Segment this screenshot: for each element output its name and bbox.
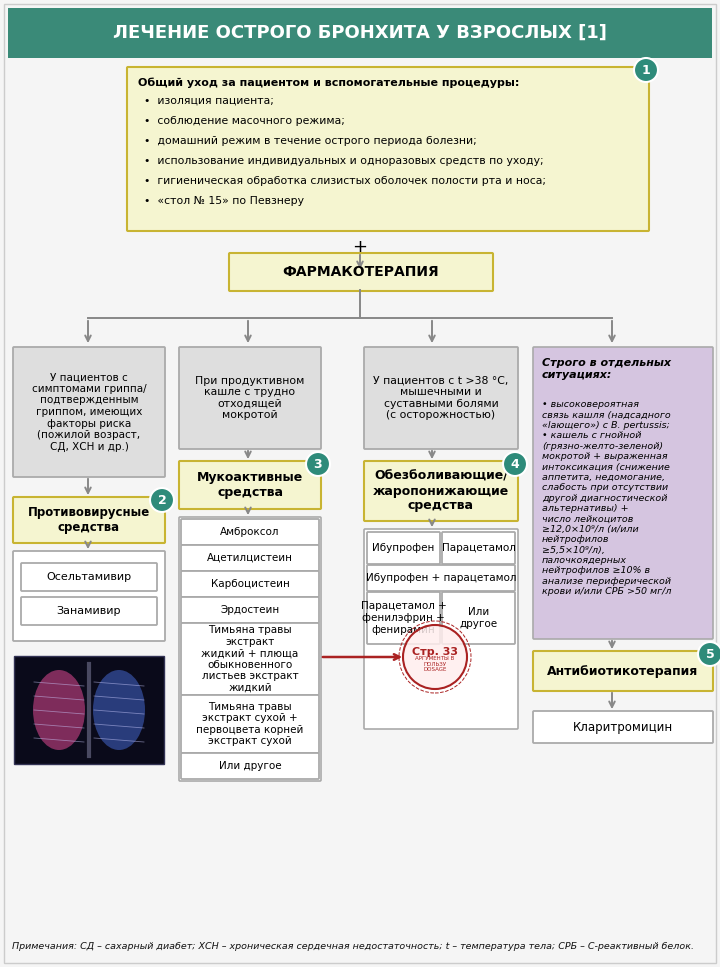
Text: ФАРМАКОТЕРАПИЯ: ФАРМАКОТЕРАПИЯ (283, 265, 439, 279)
FancyBboxPatch shape (127, 67, 649, 231)
Text: Противовирусные
средства: Противовирусные средства (28, 506, 150, 534)
FancyBboxPatch shape (181, 571, 319, 597)
Text: Занамивир: Занамивир (57, 606, 121, 616)
FancyBboxPatch shape (13, 497, 165, 543)
FancyBboxPatch shape (179, 347, 321, 449)
Text: Антибиотикотерапия: Антибиотикотерапия (547, 664, 698, 678)
Text: Примечания: СД – сахарный диабет; ХСН – хроническая сердечная недостаточность; t: Примечания: СД – сахарный диабет; ХСН – … (12, 942, 694, 951)
Text: АРГУМЕНТЫ В
ПОЛЬЗУ
DOSAGE: АРГУМЕНТЫ В ПОЛЬЗУ DOSAGE (415, 656, 454, 672)
FancyBboxPatch shape (229, 253, 493, 291)
FancyBboxPatch shape (367, 565, 515, 591)
Text: 2: 2 (158, 493, 166, 507)
FancyBboxPatch shape (364, 461, 518, 521)
Bar (14, 656, 164, 764)
FancyBboxPatch shape (367, 592, 440, 644)
FancyBboxPatch shape (181, 519, 319, 545)
FancyBboxPatch shape (533, 347, 713, 639)
Text: •  соблюдение масочного режима;: • соблюдение масочного режима; (144, 116, 345, 126)
FancyBboxPatch shape (364, 347, 518, 449)
FancyBboxPatch shape (181, 623, 319, 695)
Text: Эрдостеин: Эрдостеин (220, 605, 279, 615)
Text: 3: 3 (314, 457, 323, 471)
Text: • высоковероятная
связь кашля (надсадного
«lающего») с B. pertussis;
• кашель с : • высоковероятная связь кашля (надсадног… (542, 400, 672, 597)
Text: Парацетамол +
фенилэфрин +
фенирамин: Парацетамол + фенилэфрин + фенирамин (361, 601, 446, 634)
Ellipse shape (33, 670, 85, 750)
Circle shape (503, 452, 527, 476)
Text: •  «стол № 15» по Певзнеру: • «стол № 15» по Певзнеру (144, 196, 304, 206)
Text: Или
другое: Или другое (459, 607, 498, 629)
FancyBboxPatch shape (364, 529, 518, 729)
Text: •  использование индивидуальных и одноразовых средств по уходу;: • использование индивидуальных и однораз… (144, 156, 544, 166)
Ellipse shape (93, 670, 145, 750)
Text: ЛЕЧЕНИЕ ОСТРОГО БРОНХИТА У ВЗРОСЛЫХ [1]: ЛЕЧЕНИЕ ОСТРОГО БРОНХИТА У ВЗРОСЛЫХ [1] (113, 24, 607, 42)
Text: +: + (353, 238, 367, 256)
Text: Ибупрофен: Ибупрофен (372, 543, 435, 553)
FancyBboxPatch shape (181, 695, 319, 753)
Text: Стр. 33: Стр. 33 (412, 647, 458, 657)
Text: При продуктивном
кашле с трудно
отходящей
мокротой: При продуктивном кашле с трудно отходяще… (195, 375, 305, 421)
Circle shape (150, 488, 174, 512)
Text: Ибупрофен + парацетамол: Ибупрофен + парацетамол (366, 573, 516, 583)
Text: 5: 5 (706, 648, 714, 660)
Text: Осельтамивир: Осельтамивир (46, 572, 132, 582)
FancyBboxPatch shape (533, 651, 713, 691)
Circle shape (404, 626, 466, 688)
FancyBboxPatch shape (181, 545, 319, 571)
Text: У пациентов с
симптомами гриппа/
подтвержденным
гриппом, имеющих
факторы риска
(: У пациентов с симптомами гриппа/ подтвер… (32, 372, 146, 452)
Text: Общий уход за пациентом и вспомогательные процедуры:: Общий уход за пациентом и вспомогательны… (138, 78, 519, 89)
FancyBboxPatch shape (533, 711, 713, 743)
Text: Карбоцистеин: Карбоцистеин (210, 579, 289, 589)
Text: Тимьяна травы
экстракт сухой +
первоцвета корней
экстракт сухой: Тимьяна травы экстракт сухой + первоцвет… (197, 702, 304, 747)
FancyBboxPatch shape (21, 597, 157, 625)
Text: Ацетилцистеин: Ацетилцистеин (207, 553, 293, 563)
FancyBboxPatch shape (13, 551, 165, 641)
Text: У пациентов с t >38 °C,
мышечными и
суставными болями
(с осторожностью): У пациентов с t >38 °C, мышечными и суст… (373, 375, 509, 421)
FancyBboxPatch shape (179, 461, 321, 509)
FancyBboxPatch shape (442, 592, 515, 644)
FancyBboxPatch shape (181, 597, 319, 623)
Text: Амброксол: Амброксол (220, 527, 280, 537)
Text: 1: 1 (642, 64, 650, 76)
Text: 4: 4 (510, 457, 519, 471)
FancyBboxPatch shape (13, 347, 165, 477)
FancyBboxPatch shape (442, 532, 515, 564)
Text: •  изоляция пациента;: • изоляция пациента; (144, 96, 274, 106)
FancyBboxPatch shape (181, 753, 319, 779)
Bar (8, 8, 712, 58)
Text: Строго в отдельных
ситуациях:: Строго в отдельных ситуациях: (542, 358, 671, 380)
Text: Или другое: Или другое (219, 761, 282, 771)
FancyBboxPatch shape (179, 517, 321, 781)
Text: Мукоактивные
средства: Мукоактивные средства (197, 471, 303, 499)
FancyBboxPatch shape (367, 532, 440, 564)
Text: Тимьяна травы
экстракт
жидкий + плюща
обыкновенного
листьев экстракт
жидкий: Тимьяна травы экстракт жидкий + плюща об… (202, 625, 299, 693)
Text: Парацетамол: Парацетамол (441, 543, 516, 553)
FancyBboxPatch shape (21, 563, 157, 591)
Text: Обезболивающие/
жаропонижающие
средства: Обезболивающие/ жаропонижающие средства (373, 470, 509, 513)
Circle shape (634, 58, 658, 82)
Text: •  домашний режим в течение острого периода болезни;: • домашний режим в течение острого перио… (144, 136, 477, 146)
Text: Кларитромицин: Кларитромицин (573, 720, 673, 734)
Circle shape (698, 642, 720, 666)
Text: •  гигиеническая обработка слизистых оболочек полости рта и носа;: • гигиеническая обработка слизистых обол… (144, 176, 546, 186)
Circle shape (306, 452, 330, 476)
